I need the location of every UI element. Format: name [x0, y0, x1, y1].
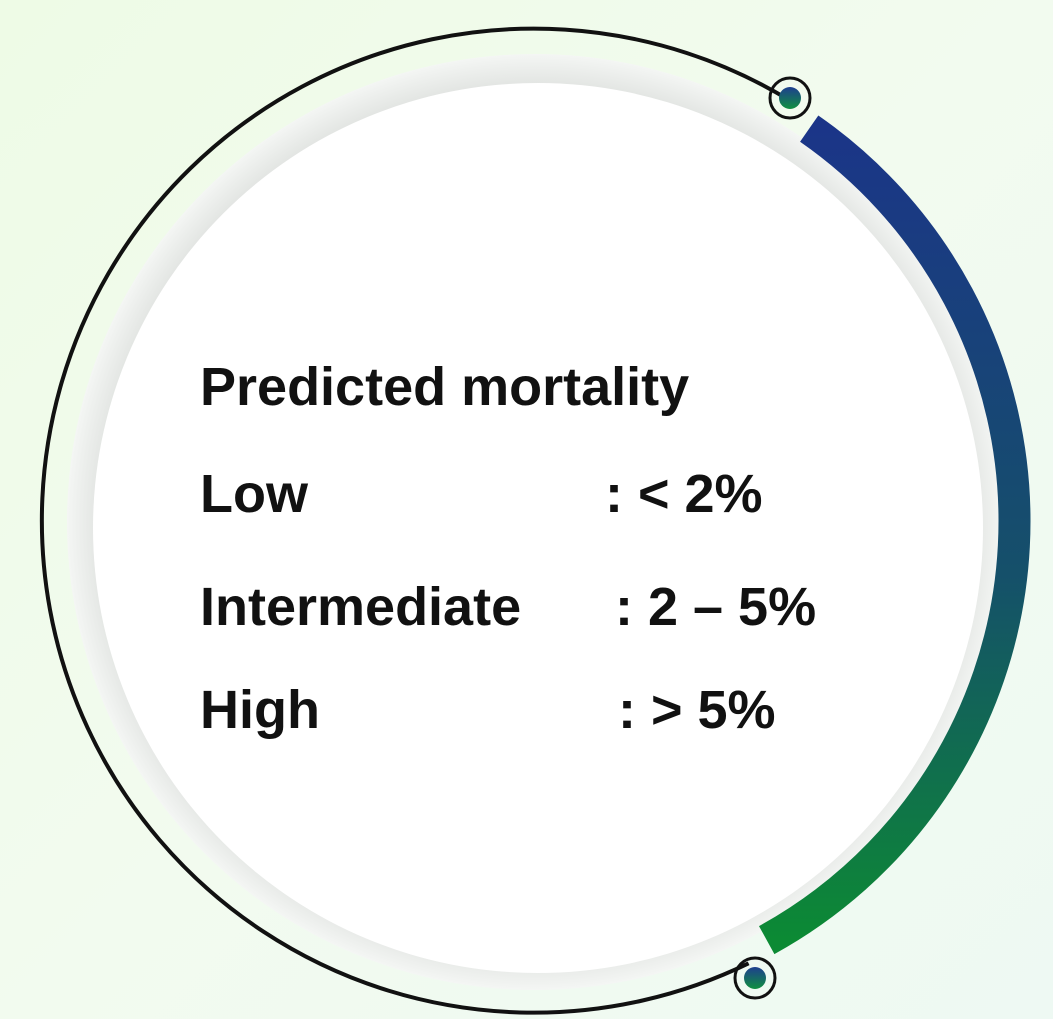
- row-value: : > 5%: [618, 680, 776, 740]
- black-arc: [39, 26, 790, 1015]
- title: Predicted mortality: [200, 357, 689, 417]
- row-value: : < 2%: [605, 464, 763, 524]
- top-marker: [768, 76, 812, 120]
- row-value: : 2 – 5%: [615, 577, 816, 637]
- bottom-marker-dot: [744, 967, 766, 989]
- row-label: High: [200, 680, 320, 740]
- row-label: Low: [200, 464, 309, 524]
- row-label: Intermediate: [200, 577, 521, 637]
- bottom-marker: [733, 956, 777, 1000]
- top-marker-dot: [779, 87, 801, 109]
- gradient-arc: [758, 115, 1031, 955]
- inner-disc: [93, 83, 983, 973]
